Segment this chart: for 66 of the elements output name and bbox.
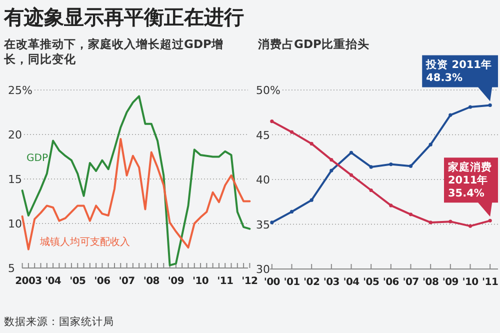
title: 有迹象显示再平衡正在进行 bbox=[4, 5, 244, 29]
x-tick-label: '06 bbox=[382, 277, 400, 288]
point bbox=[369, 188, 373, 192]
point bbox=[408, 212, 413, 216]
y-tick-label: 50% bbox=[256, 84, 280, 97]
point bbox=[389, 204, 393, 208]
x-tick-label: '08 bbox=[422, 277, 439, 288]
point bbox=[330, 158, 334, 162]
y-tick-label: 45 bbox=[256, 128, 270, 142]
annotation: 数据来源：国家统计局 bbox=[4, 316, 114, 328]
point bbox=[468, 105, 472, 109]
y-tick-label: 20 bbox=[8, 128, 22, 142]
series-name: 城镇人均可支配收入 bbox=[40, 236, 130, 248]
x-tick-label: '04 bbox=[44, 276, 62, 287]
point bbox=[428, 142, 432, 146]
point bbox=[270, 120, 274, 124]
point bbox=[310, 198, 314, 202]
x-tick-label: '11 bbox=[217, 276, 234, 287]
annotation: 投资 2011年 48.3% bbox=[425, 58, 492, 84]
point bbox=[369, 165, 373, 169]
x-tick-label: '05 bbox=[363, 277, 380, 288]
point bbox=[290, 210, 294, 214]
subtitle: 在改革推动下，家庭收入增长超过GDP增长，同比变化 bbox=[4, 37, 224, 66]
x-tick-label: '10 bbox=[462, 277, 479, 288]
point bbox=[349, 173, 354, 177]
x-tick-label: '00 bbox=[264, 277, 280, 288]
point bbox=[468, 224, 472, 228]
series-name: GDP bbox=[26, 153, 48, 164]
point bbox=[448, 220, 452, 224]
y-tick-label: 25% bbox=[8, 84, 32, 97]
x-tick-label: '07 bbox=[402, 277, 420, 288]
y-tick-label: 10 bbox=[8, 218, 22, 230]
x-tick-label: '11 bbox=[482, 277, 498, 288]
x-tick-label: '03 bbox=[323, 277, 340, 288]
x-tick-label: '04 bbox=[343, 277, 360, 288]
x-tick-label: '01 bbox=[284, 277, 300, 288]
x-tick-label: '12 bbox=[242, 276, 258, 287]
x-tick-label: '10 bbox=[192, 276, 209, 287]
annotation: 家庭消费 2011年 35.4% bbox=[447, 160, 492, 200]
point bbox=[428, 220, 432, 224]
x-tick-label: '06 bbox=[94, 276, 111, 287]
point bbox=[330, 168, 334, 172]
callout: 家庭消费 2011年 35.4% bbox=[444, 158, 498, 217]
x-tick-label: '09 bbox=[442, 277, 459, 288]
point bbox=[488, 218, 492, 222]
y-tick-label: 5 bbox=[8, 262, 15, 275]
x-tick-label: '07 bbox=[118, 276, 136, 287]
y-tick-label: 15 bbox=[8, 173, 22, 186]
y-tick-label: 35 bbox=[256, 218, 270, 232]
point bbox=[290, 130, 294, 134]
point bbox=[310, 142, 314, 146]
x-tick-label: '09 bbox=[168, 276, 184, 287]
x-tick-label: 2003 bbox=[15, 276, 42, 287]
callout: 投资 2011年 48.3% bbox=[422, 55, 498, 102]
point bbox=[270, 220, 274, 224]
y-tick-label: 30 bbox=[256, 263, 270, 276]
x-tick-label: '08 bbox=[143, 276, 160, 287]
point bbox=[389, 162, 393, 166]
y-tick-label: 40 bbox=[256, 174, 270, 186]
point bbox=[349, 150, 354, 154]
x-tick-label: '05 bbox=[70, 276, 86, 287]
subtitle: 消费占GDP比重抬头 bbox=[258, 37, 370, 51]
x-tick-label: '02 bbox=[304, 277, 320, 288]
point bbox=[488, 103, 492, 108]
point bbox=[448, 113, 452, 117]
point bbox=[408, 164, 413, 168]
